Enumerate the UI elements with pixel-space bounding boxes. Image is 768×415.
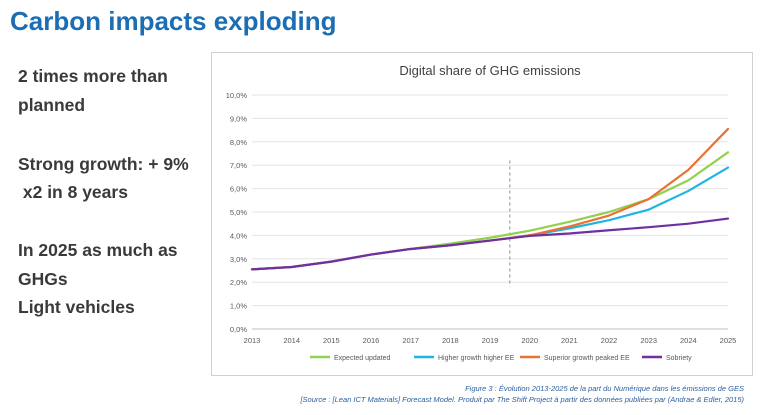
x-tick-label: 2013 xyxy=(244,336,261,345)
y-tick-label: 2,0% xyxy=(230,278,247,287)
y-tick-label: 7,0% xyxy=(230,161,247,170)
bullet-line: x2 in 8 years xyxy=(18,182,128,202)
bullet-line: In 2025 as much as xyxy=(18,240,178,260)
y-tick-label: 9,0% xyxy=(230,114,247,123)
series-line xyxy=(250,151,730,271)
y-tick-label: 3,0% xyxy=(230,255,247,264)
figure-caption: Figure 3 : Évolution 2013-2025 de la par… xyxy=(465,384,744,393)
x-tick-label: 2019 xyxy=(482,336,499,345)
legend-label: Superior growth peaked EE xyxy=(544,355,630,362)
line-chart: Digital share of GHG emissions 0,0% 1,0% 2,… xyxy=(226,63,737,362)
x-tick-label: 2021 xyxy=(561,336,578,345)
y-tick-label: 4,0% xyxy=(230,231,247,240)
x-tick-label: 2025 xyxy=(720,336,737,345)
y-tick-label: 5,0% xyxy=(230,208,247,217)
series-line xyxy=(250,166,730,271)
legend-label: Higher growth higher EE xyxy=(438,355,515,362)
bullet-line: 2 times more than xyxy=(18,66,168,86)
x-tick-label: 2024 xyxy=(680,336,697,345)
y-tick-label: 1,0% xyxy=(230,302,247,311)
x-tick-label: 2018 xyxy=(442,336,459,345)
x-tick-label: 2014 xyxy=(283,336,300,345)
x-tick-label: 2016 xyxy=(363,336,380,345)
chart-title: Digital share of GHG emissions xyxy=(399,63,581,78)
x-tick-label: 2020 xyxy=(521,336,538,345)
bullet-line: planned xyxy=(18,95,86,115)
series-line xyxy=(250,217,730,271)
x-tick-label: 2022 xyxy=(601,336,618,345)
slide-title: Carbon impacts exploding xyxy=(10,6,337,36)
y-tick-label: 10,0% xyxy=(226,91,248,100)
chart-frame: Digital share of GHG emissions 0,0% 1,0% 2,… xyxy=(211,52,753,376)
y-tick-label: 0,0% xyxy=(230,325,247,334)
legend-label: Expected updated xyxy=(334,355,391,362)
y-tick-label: 8,0% xyxy=(230,138,247,147)
bullet-line: Light vehicles xyxy=(18,297,135,317)
x-tick-label: 2015 xyxy=(323,336,340,345)
legend-label: Sobriety xyxy=(666,355,692,362)
bullet-line: Strong growth: + 9% xyxy=(18,154,189,174)
bullet-line: GHGs xyxy=(18,269,68,289)
x-tick-label: 2017 xyxy=(402,336,419,345)
series-line xyxy=(250,127,730,271)
y-tick-label: 6,0% xyxy=(230,185,247,194)
figure-source: [Source : [Lean ICT Materials] Forecast … xyxy=(300,395,744,404)
x-tick-label: 2023 xyxy=(640,336,657,345)
